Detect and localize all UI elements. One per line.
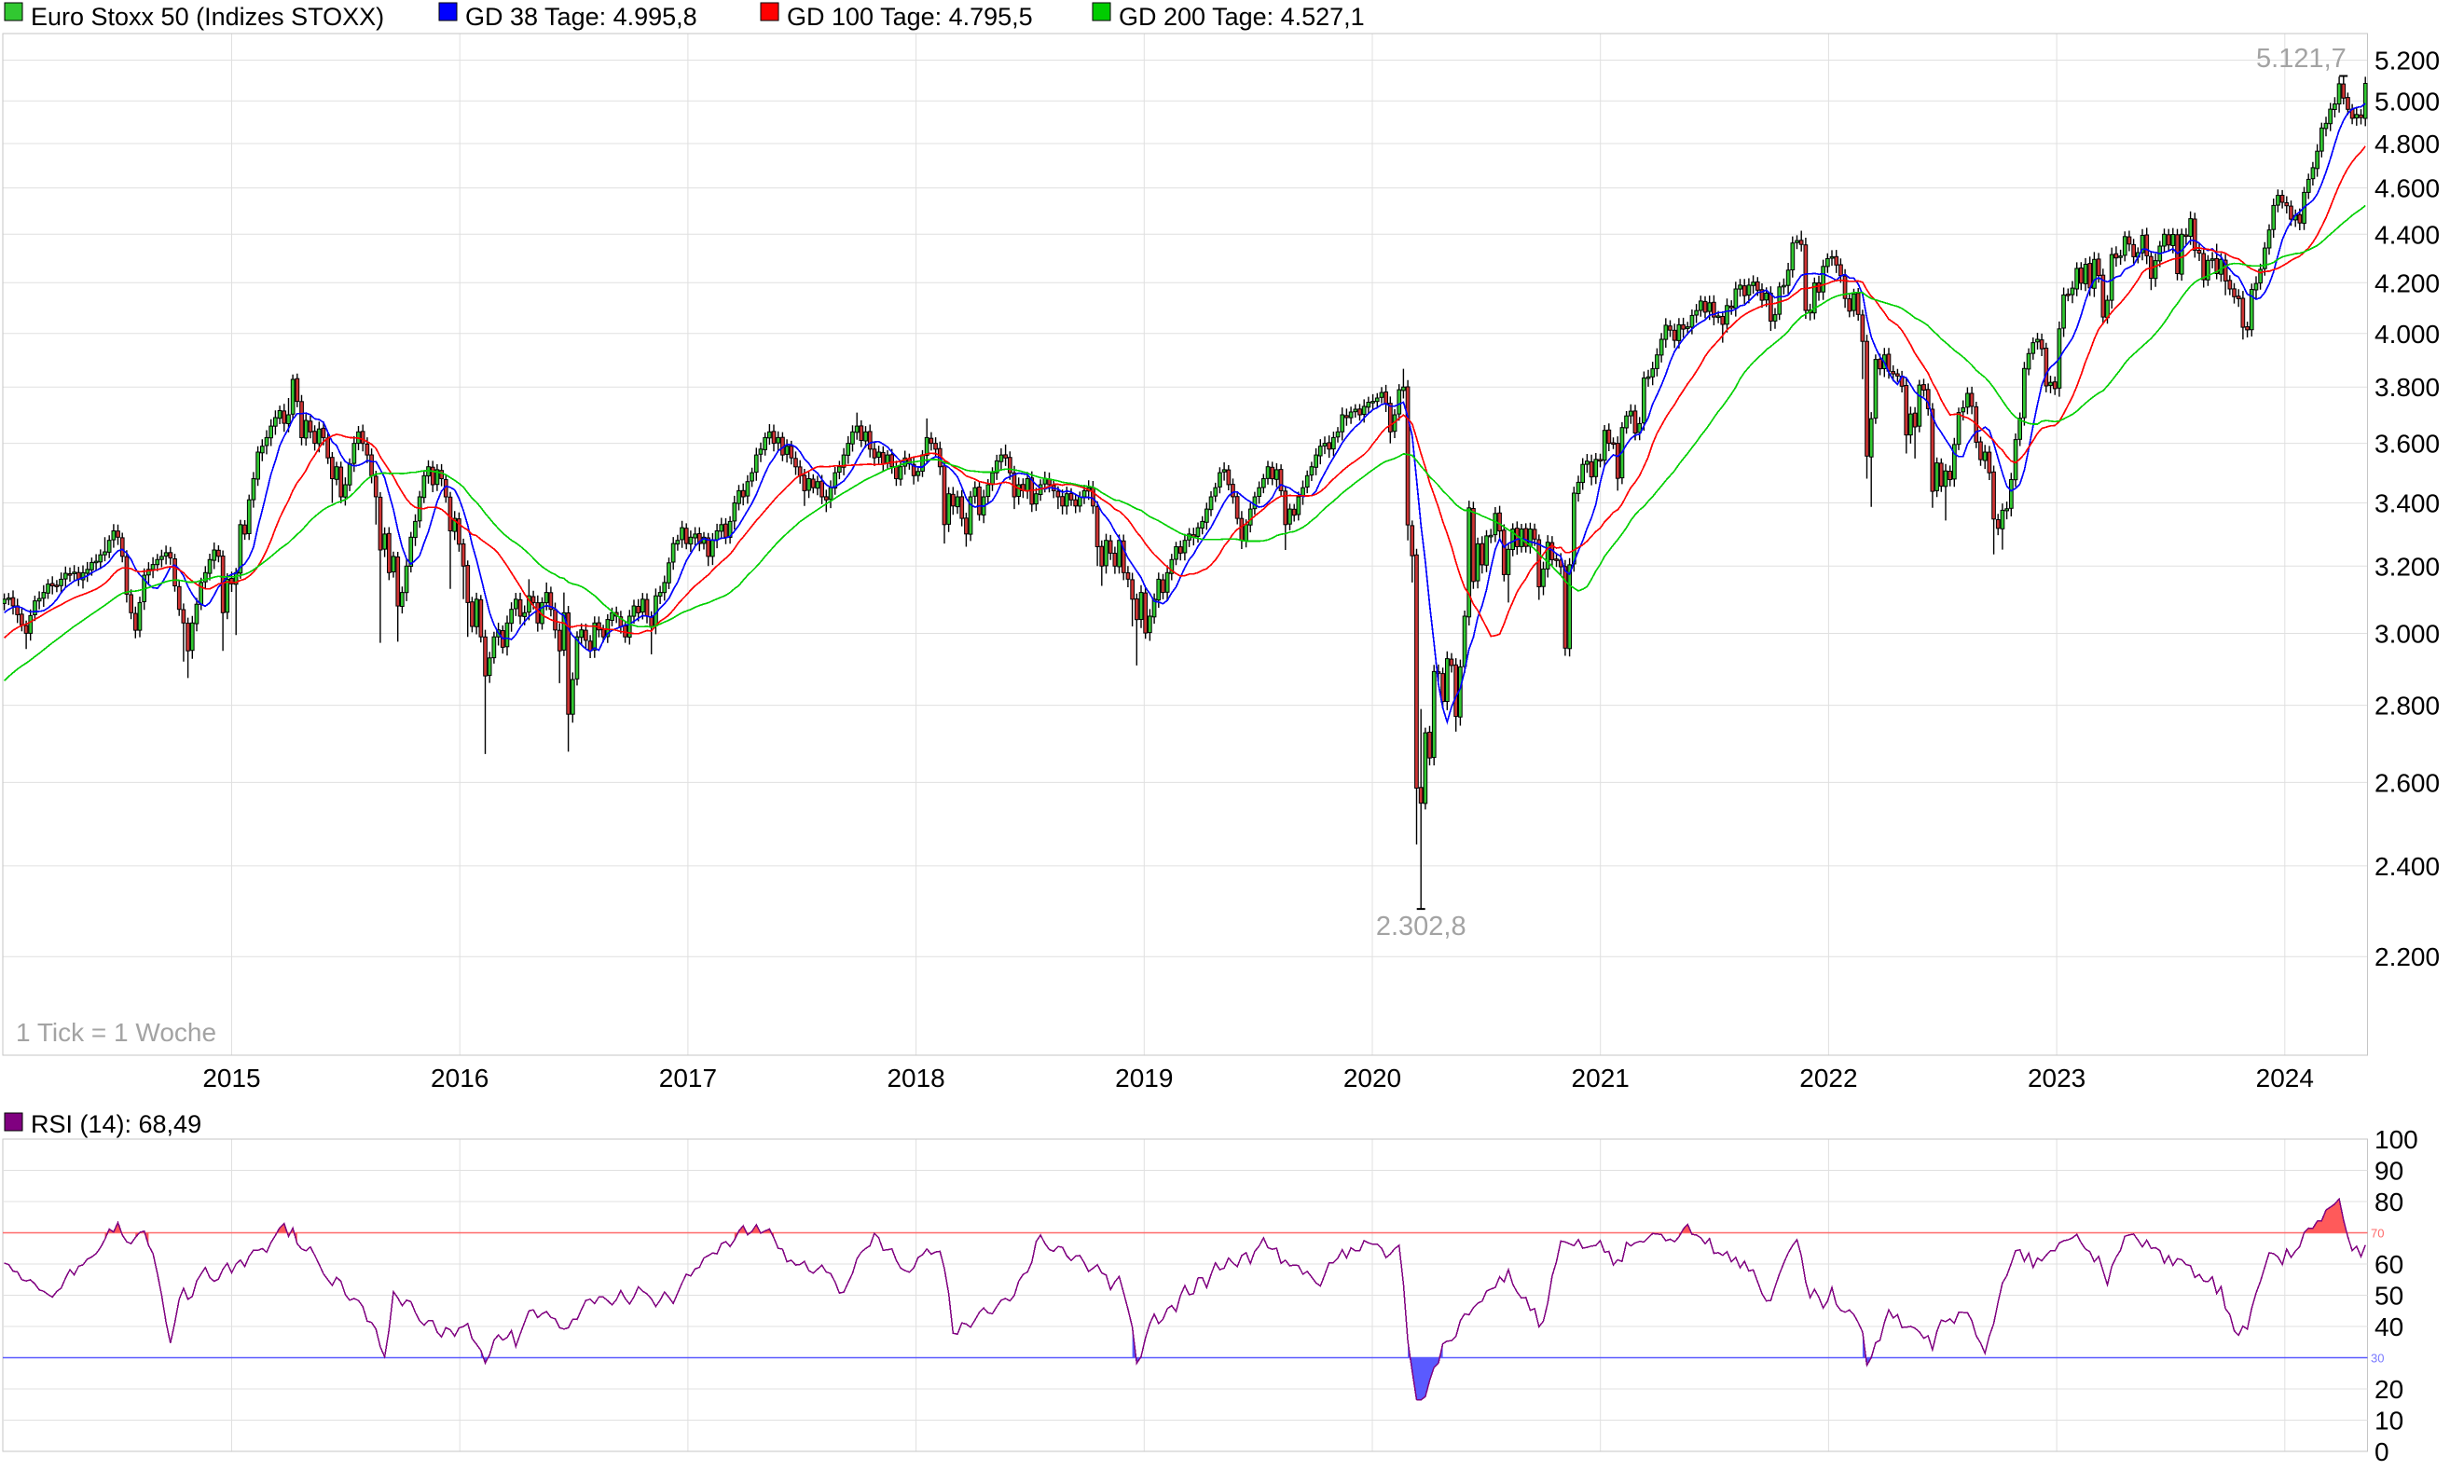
svg-text:20: 20 — [2375, 1375, 2403, 1404]
svg-text:2021: 2021 — [1572, 1064, 1630, 1092]
svg-text:50: 50 — [2375, 1282, 2403, 1311]
svg-text:2.600: 2.600 — [2375, 768, 2440, 797]
svg-text:2018: 2018 — [887, 1064, 944, 1092]
svg-text:5.000: 5.000 — [2375, 87, 2440, 116]
svg-text:2022: 2022 — [1799, 1064, 1857, 1092]
svg-text:RSI (14): 68,49: RSI (14): 68,49 — [31, 1110, 201, 1138]
svg-text:80: 80 — [2375, 1188, 2403, 1216]
svg-text:GD 200 Tage: 4.527,1: GD 200 Tage: 4.527,1 — [1119, 3, 1365, 31]
svg-text:Euro Stoxx 50 (Indizes STOXX): Euro Stoxx 50 (Indizes STOXX) — [31, 3, 384, 31]
svg-text:3.200: 3.200 — [2375, 552, 2440, 581]
svg-text:GD 100 Tage: 4.795,5: GD 100 Tage: 4.795,5 — [787, 3, 1033, 31]
svg-text:2023: 2023 — [2028, 1064, 2085, 1092]
svg-text:4.800: 4.800 — [2375, 130, 2440, 158]
svg-text:100: 100 — [2375, 1125, 2418, 1154]
svg-text:4.600: 4.600 — [2375, 174, 2440, 203]
svg-text:30: 30 — [2371, 1352, 2384, 1366]
svg-text:0: 0 — [2375, 1437, 2389, 1466]
svg-text:3.800: 3.800 — [2375, 373, 2440, 402]
svg-text:3.600: 3.600 — [2375, 430, 2440, 459]
svg-text:GD 38 Tage: 4.995,8: GD 38 Tage: 4.995,8 — [465, 3, 697, 31]
svg-text:90: 90 — [2375, 1157, 2403, 1186]
svg-text:4.200: 4.200 — [2375, 268, 2440, 297]
svg-text:3.400: 3.400 — [2375, 489, 2440, 518]
svg-text:2016: 2016 — [431, 1064, 489, 1092]
svg-text:70: 70 — [2371, 1227, 2384, 1241]
svg-text:2019: 2019 — [1115, 1064, 1173, 1092]
svg-text:5.200: 5.200 — [2375, 47, 2440, 76]
svg-text:1 Tick = 1 Woche: 1 Tick = 1 Woche — [16, 1018, 216, 1047]
svg-text:4.400: 4.400 — [2375, 220, 2440, 249]
svg-text:2024: 2024 — [2256, 1064, 2314, 1092]
svg-text:2020: 2020 — [1343, 1064, 1401, 1092]
svg-text:40: 40 — [2375, 1312, 2403, 1341]
svg-text:2.200: 2.200 — [2375, 942, 2440, 971]
svg-text:2015: 2015 — [202, 1064, 260, 1092]
svg-text:2.400: 2.400 — [2375, 852, 2440, 881]
svg-text:2.800: 2.800 — [2375, 692, 2440, 721]
svg-text:4.000: 4.000 — [2375, 320, 2440, 349]
svg-text:60: 60 — [2375, 1250, 2403, 1279]
svg-text:2017: 2017 — [659, 1064, 717, 1092]
svg-text:2.302,8: 2.302,8 — [1376, 912, 1466, 941]
svg-text:10: 10 — [2375, 1407, 2403, 1436]
svg-text:3.000: 3.000 — [2375, 620, 2440, 649]
svg-text:5.121,7: 5.121,7 — [2256, 44, 2347, 74]
